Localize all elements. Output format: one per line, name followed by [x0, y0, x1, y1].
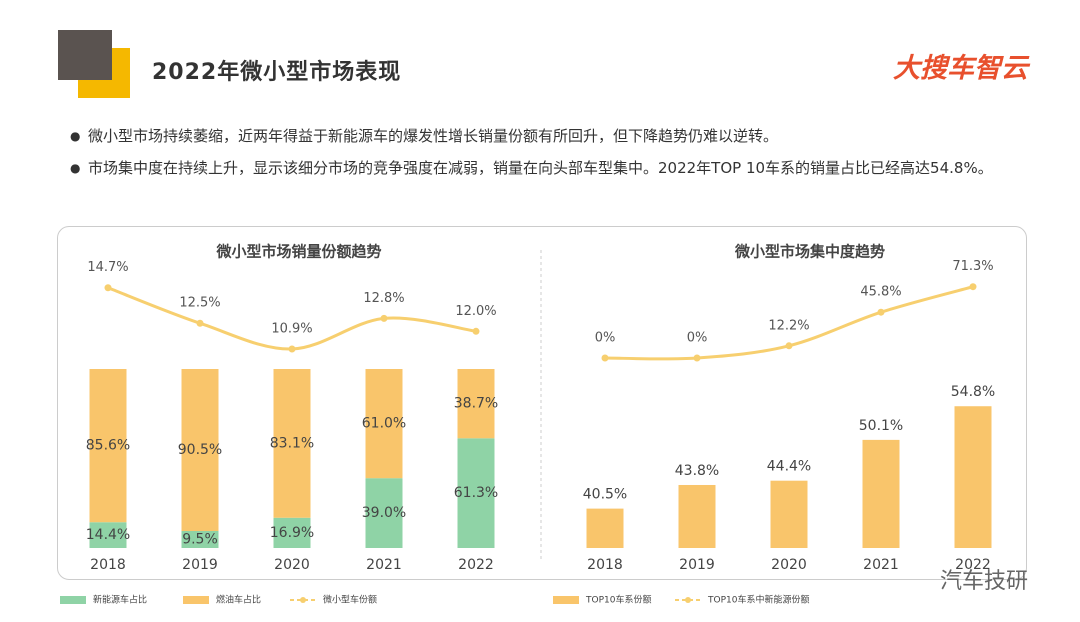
data-label: 85.6%	[86, 438, 130, 454]
legend-swatch	[60, 596, 86, 604]
bar	[457, 438, 495, 548]
bar	[273, 369, 311, 518]
legend-swatch	[685, 597, 691, 603]
point	[104, 284, 112, 292]
legend-label: TOP10车系份额	[585, 594, 651, 606]
bar	[457, 369, 495, 439]
data-label: 0%	[595, 331, 616, 346]
data-label: 54.8%	[951, 384, 995, 400]
legend-label: 微小型车份额	[323, 594, 377, 606]
point	[693, 354, 701, 362]
bar	[181, 369, 219, 531]
x-tick-label: 2019	[679, 557, 715, 573]
deco-square	[58, 30, 112, 80]
point	[969, 283, 977, 291]
point	[601, 354, 609, 362]
data-label: 16.9%	[270, 525, 314, 541]
point	[288, 345, 296, 353]
data-label: 90.5%	[178, 442, 222, 458]
data-label: 12.2%	[768, 318, 809, 333]
legend-swatch	[553, 596, 579, 604]
data-label: 61.3%	[454, 485, 498, 501]
data-label: 12.8%	[363, 291, 404, 306]
legend-label: 燃油车占比	[216, 594, 261, 606]
data-label: 45.8%	[860, 285, 901, 300]
chart-panel	[57, 226, 1027, 580]
x-tick-label: 2020	[771, 557, 807, 573]
x-tick-label: 2021	[863, 557, 899, 573]
data-label: 71.3%	[952, 259, 993, 274]
bullet: 微小型市场持续萎缩，近两年得益于新能源车的爆发性增长销量份额有所回升，但下降趋势…	[70, 122, 1038, 151]
logo: 大搜车智云	[893, 53, 1028, 84]
x-tick-label: 2022	[458, 557, 494, 573]
bar	[862, 439, 900, 548]
chart-title: 微小型市场销量份额趋势	[215, 243, 381, 261]
line	[107, 286, 477, 351]
data-label: 83.1%	[270, 435, 314, 451]
slide-title: 2022年微小型市场表现	[152, 60, 402, 85]
data-label: 14.7%	[87, 260, 128, 275]
data-label: 40.5%	[583, 487, 627, 503]
legend-swatch	[300, 597, 306, 603]
data-label: 61.0%	[362, 416, 406, 432]
data-label: 43.8%	[675, 463, 719, 479]
data-label: 38.7%	[454, 396, 498, 412]
point	[196, 319, 204, 327]
point	[472, 327, 480, 335]
bar	[586, 508, 624, 548]
data-label: 0%	[687, 331, 708, 346]
bar	[365, 478, 403, 548]
data-label: 50.1%	[859, 418, 903, 434]
data-label: 10.9%	[271, 322, 312, 337]
x-tick-label: 2020	[274, 557, 310, 573]
data-label: 14.4%	[86, 527, 130, 543]
chart-title: 微小型市场集中度趋势	[734, 243, 885, 261]
x-tick-label: 2018	[587, 557, 623, 573]
data-label: 39.0%	[362, 505, 406, 521]
data-label: 9.5%	[182, 531, 218, 547]
bar	[181, 530, 219, 548]
point	[380, 314, 388, 322]
bullet: 市场集中度在持续上升，显示该细分市场的竞争强度在减弱，销量在向头部车型集中。20…	[70, 154, 1038, 183]
x-tick-label: 2021	[366, 557, 402, 573]
bar	[770, 480, 808, 548]
data-label: 44.4%	[767, 459, 811, 475]
watermark: 汽车技研	[940, 569, 1029, 594]
x-tick-label: 2018	[90, 557, 126, 573]
bar	[365, 369, 403, 479]
legend-swatch	[183, 596, 209, 604]
bar	[89, 522, 127, 548]
legend-label: TOP10车系中新能源份额	[707, 594, 809, 606]
bar	[954, 406, 992, 548]
x-tick-label: 2022	[955, 557, 991, 573]
point	[877, 308, 885, 316]
bar	[89, 369, 127, 523]
data-label: 12.5%	[179, 296, 220, 311]
data-label: 12.0%	[455, 304, 496, 319]
bar	[678, 484, 716, 548]
point	[785, 342, 793, 350]
bar	[273, 517, 311, 548]
legend-label: 新能源车占比	[93, 594, 147, 606]
x-tick-label: 2019	[182, 557, 218, 573]
